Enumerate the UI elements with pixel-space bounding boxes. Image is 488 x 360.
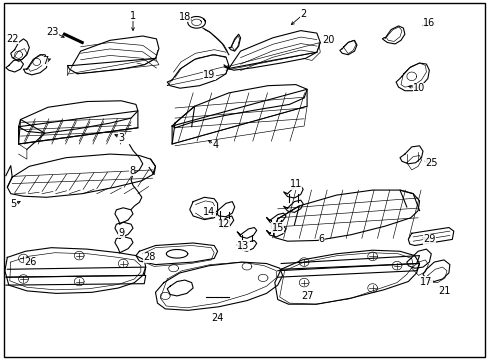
Text: 2: 2: [300, 9, 305, 19]
Text: 20: 20: [322, 35, 334, 45]
Text: 22: 22: [6, 34, 19, 44]
Text: 18: 18: [178, 12, 191, 22]
Text: 23: 23: [46, 27, 59, 37]
Text: 24: 24: [211, 312, 224, 323]
Text: 13: 13: [237, 240, 249, 251]
Text: 16: 16: [422, 18, 435, 28]
Text: 9: 9: [118, 228, 124, 238]
Text: 11: 11: [289, 179, 302, 189]
Text: 27: 27: [300, 291, 313, 301]
Text: 6: 6: [318, 234, 324, 244]
Text: 8: 8: [129, 166, 135, 176]
Text: 1: 1: [130, 11, 136, 21]
Text: 21: 21: [437, 286, 449, 296]
Text: 3: 3: [118, 132, 124, 143]
Text: 12: 12: [217, 219, 230, 229]
Text: 28: 28: [142, 252, 155, 262]
Text: 4: 4: [212, 140, 218, 150]
Text: 25: 25: [424, 158, 437, 168]
Text: 17: 17: [419, 276, 432, 287]
Text: 5: 5: [11, 199, 17, 210]
Text: 15: 15: [271, 222, 284, 233]
Text: 19: 19: [203, 70, 215, 80]
Text: 7: 7: [42, 56, 48, 66]
Text: 26: 26: [24, 257, 37, 267]
Text: 10: 10: [412, 83, 425, 93]
Text: 14: 14: [203, 207, 215, 217]
Text: 29: 29: [422, 234, 435, 244]
